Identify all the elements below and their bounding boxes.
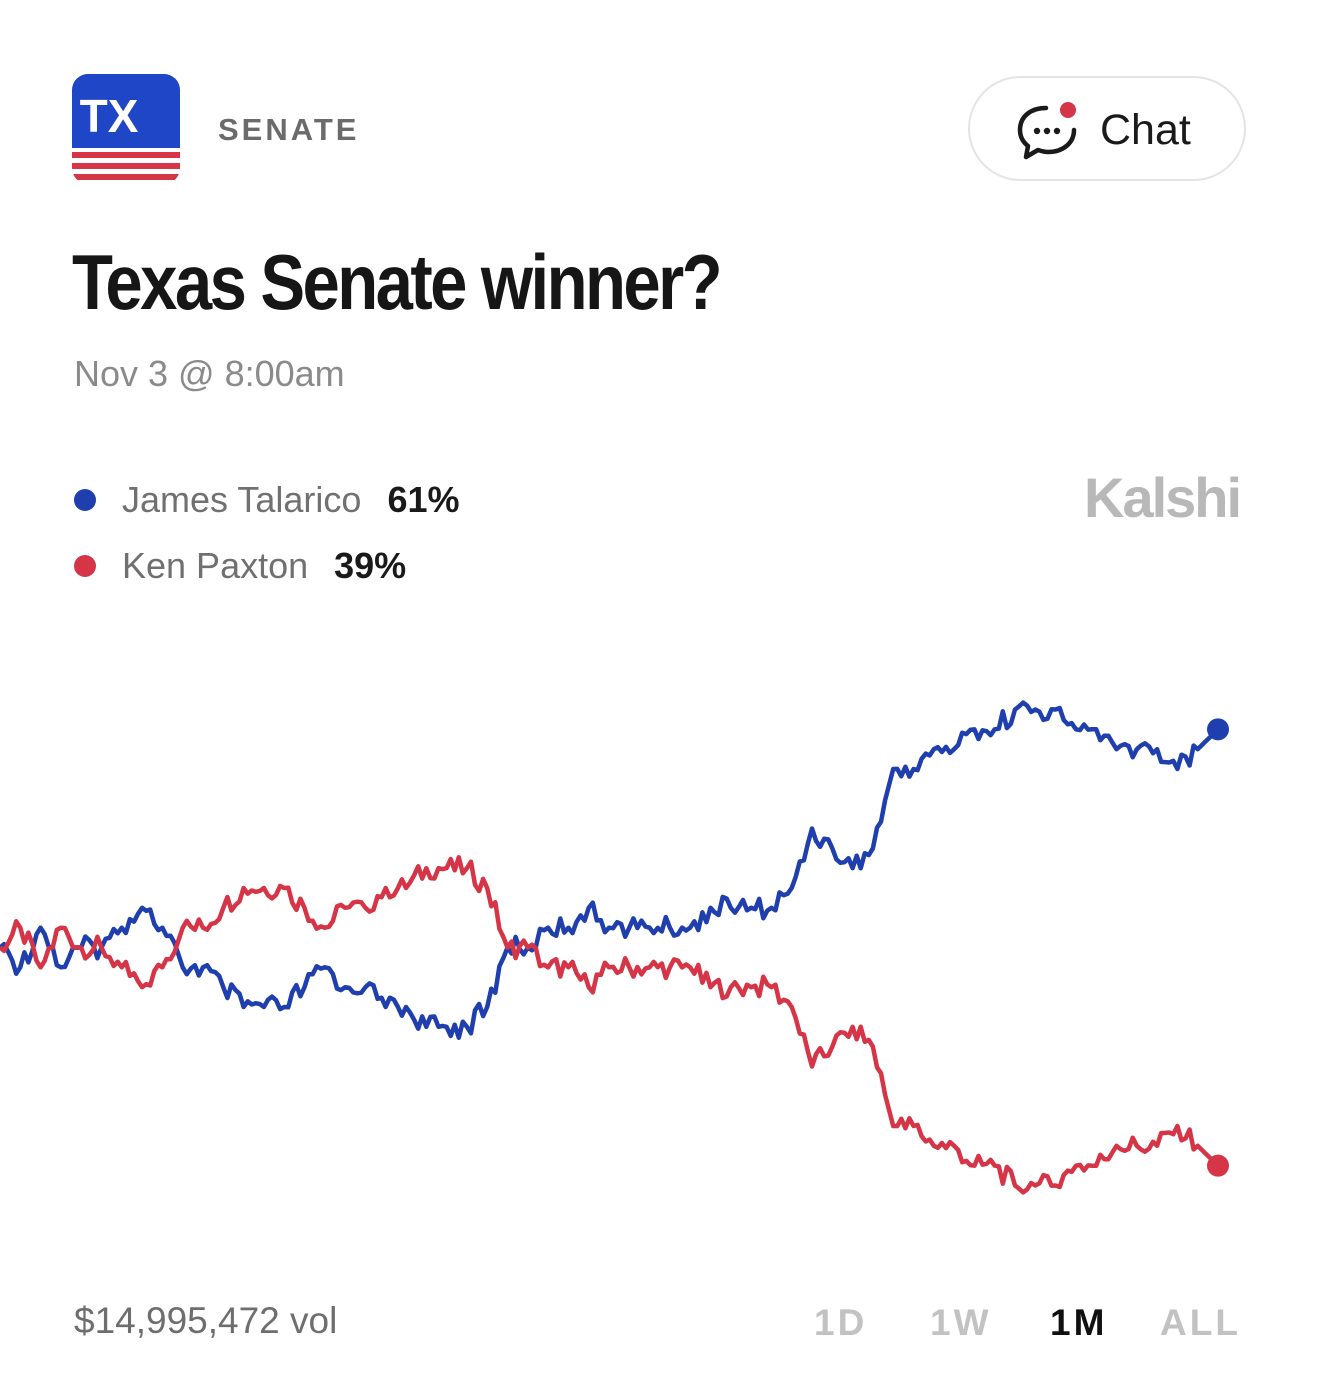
series-line-paxton <box>0 855 1220 1195</box>
legend-value: 61% <box>387 479 460 520</box>
chat-bubble-icon <box>1017 102 1077 160</box>
series-line-talarico <box>0 700 1220 1040</box>
series-end-point-talarico <box>1207 718 1229 741</box>
volume-label: $14,995,472 vol <box>74 1300 338 1341</box>
market-title: Texas Senate winner? <box>72 238 723 326</box>
kalshi-logo: Kalshi <box>1084 466 1242 529</box>
range-tab-1d[interactable]: 1D <box>814 1302 868 1343</box>
legend-name: James Talarico <box>122 479 362 520</box>
legend-item-talarico: James Talarico 61% <box>74 478 460 522</box>
price-chart[interactable] <box>0 600 1320 1290</box>
legend-item-paxton: Ken Paxton 39% <box>74 544 406 588</box>
category-label: SENATE <box>218 112 360 147</box>
market-date: Nov 3 @ 8:00am <box>74 353 345 394</box>
notification-dot <box>1060 102 1076 118</box>
range-tab-1w[interactable]: 1W <box>930 1302 992 1343</box>
tx-state-badge: TX <box>72 74 180 184</box>
chat-label: Chat <box>1100 106 1191 154</box>
legend-name: Ken Paxton <box>122 545 309 586</box>
legend-dot-talarico <box>74 489 96 511</box>
range-tab-all[interactable]: ALL <box>1160 1302 1241 1343</box>
legend-value: 39% <box>334 545 407 586</box>
legend-dot-paxton <box>74 555 96 577</box>
badge-text: TX <box>80 90 139 142</box>
series-end-point-paxton <box>1207 1154 1229 1177</box>
chat-button[interactable]: Chat <box>968 76 1246 181</box>
range-tab-1m[interactable]: 1M <box>1050 1302 1108 1343</box>
